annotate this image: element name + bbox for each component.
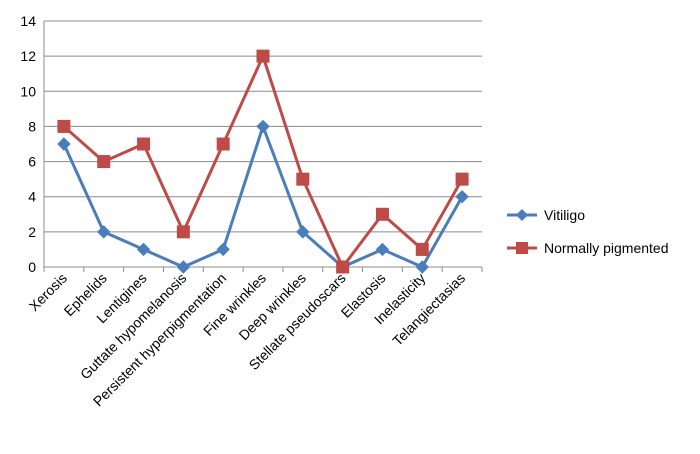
data-point-diamond (455, 190, 469, 204)
data-point-square (375, 207, 389, 221)
y-tick-label: 2 (28, 224, 36, 240)
data-point-square (137, 137, 151, 151)
y-tick-label: 0 (28, 259, 36, 275)
data-point-diamond (256, 119, 270, 134)
legend-label: Vitiligo (544, 207, 585, 223)
data-point-diamond (176, 260, 191, 274)
data-point-square (216, 137, 230, 151)
data-point-diamond (375, 242, 390, 257)
legend-marker-diamond (516, 209, 528, 221)
data-point-diamond (57, 137, 71, 151)
data-point-square (296, 172, 310, 186)
data-point-square (176, 225, 190, 239)
data-point-diamond (216, 242, 230, 257)
data-point-diamond (136, 242, 151, 257)
x-tick-label: Telangiectasias (389, 270, 468, 349)
data-point-square (415, 242, 429, 256)
data-point-square (256, 49, 270, 63)
y-tick-label: 8 (28, 118, 36, 134)
data-point-diamond (415, 260, 429, 274)
data-point-diamond (296, 225, 310, 239)
y-tick-label: 6 (28, 154, 36, 170)
y-tick-label: 10 (20, 83, 36, 99)
y-tick-label: 4 (28, 189, 36, 205)
data-point-square (57, 119, 71, 133)
legend-marker-square (516, 242, 528, 254)
series-markers (57, 49, 469, 274)
legend-label: Normally pigmented (544, 240, 669, 256)
legend: Vitiligo Normally pigmented (507, 207, 669, 256)
data-point-square (336, 260, 350, 274)
data-point-square (97, 155, 111, 169)
y-tick-label: 12 (20, 48, 36, 64)
data-point-diamond (97, 225, 111, 239)
y-tick-labels: 0 2 4 6 8 10 12 14 (20, 13, 36, 275)
y-tick-label: 14 (20, 13, 36, 29)
data-point-square (455, 172, 469, 186)
axes (43, 21, 483, 272)
